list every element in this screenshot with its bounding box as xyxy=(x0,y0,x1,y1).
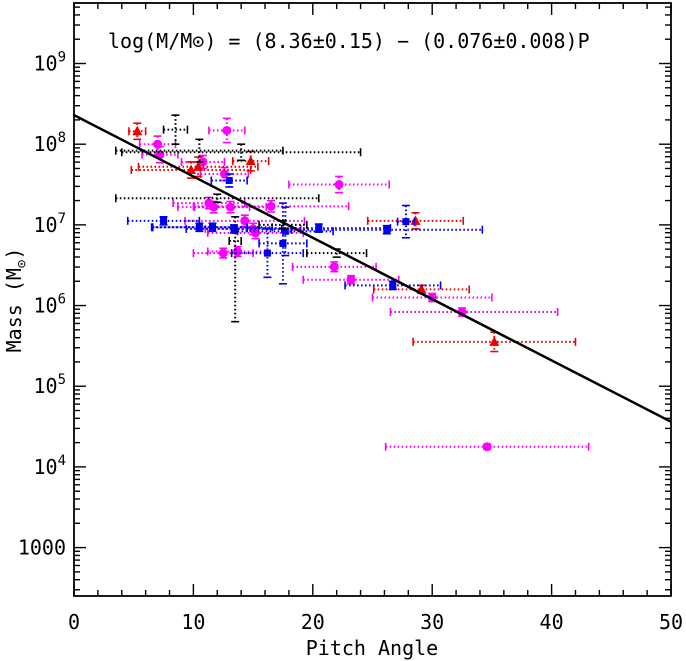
square-marker xyxy=(160,217,168,225)
data-point xyxy=(210,173,248,188)
square-marker xyxy=(225,176,233,184)
data-point xyxy=(288,175,391,194)
x-axis-label: Pitch Angle xyxy=(306,636,438,660)
circle-marker xyxy=(334,180,344,190)
x-tick-label: 40 xyxy=(540,610,564,634)
data-point xyxy=(230,228,305,279)
data-point xyxy=(258,202,308,285)
data-point xyxy=(384,442,590,452)
data-point xyxy=(120,143,362,162)
triangle-marker xyxy=(193,161,204,171)
square-marker xyxy=(263,249,271,257)
y-tick-label: 1000 xyxy=(18,536,66,560)
data-point xyxy=(302,274,400,285)
data-point xyxy=(126,216,201,226)
square-marker xyxy=(402,218,410,226)
y-tick-label: 106 xyxy=(33,292,66,318)
triangle-marker xyxy=(132,125,143,136)
data-point xyxy=(344,280,442,291)
square-marker xyxy=(209,223,217,231)
y-tick-label: 107 xyxy=(33,211,66,237)
circle-marker xyxy=(240,216,250,226)
x-tick-label: 10 xyxy=(181,610,205,634)
circle-marker xyxy=(266,201,276,211)
circle-marker xyxy=(233,246,243,256)
y-tick-label: 104 xyxy=(33,453,66,479)
data-point xyxy=(228,216,242,323)
square-marker xyxy=(279,239,287,247)
circle-marker xyxy=(482,442,492,452)
data-point xyxy=(192,199,350,213)
fit-line xyxy=(74,114,671,423)
data-point xyxy=(128,122,147,141)
data-point xyxy=(137,156,259,178)
x-tick-label: 20 xyxy=(301,610,325,634)
data-point xyxy=(162,114,189,145)
data-point xyxy=(371,292,493,303)
square-marker xyxy=(281,227,289,235)
circle-marker xyxy=(329,262,339,272)
data-point xyxy=(130,161,252,179)
y-tick-label: 105 xyxy=(33,372,66,398)
triangle-marker xyxy=(410,215,421,225)
triangle-marker xyxy=(245,155,256,166)
data-point xyxy=(114,193,320,204)
data-point xyxy=(150,222,248,233)
square-marker xyxy=(383,226,391,234)
circle-marker xyxy=(219,169,229,179)
x-tick-label: 50 xyxy=(659,610,683,634)
y-tick-label: 109 xyxy=(33,50,66,76)
triangle-marker xyxy=(186,164,197,175)
data-point xyxy=(396,204,416,239)
data-point xyxy=(208,117,246,144)
data-point xyxy=(366,211,465,230)
x-tick-label: 30 xyxy=(420,610,444,634)
fit-equation-annotation: log(M/M⊙) = (8.36±0.15) − (0.076±0.008)P xyxy=(108,29,590,53)
circle-marker xyxy=(222,125,232,135)
circle-marker xyxy=(218,248,228,258)
y-tick-label: 108 xyxy=(33,130,66,156)
data-point xyxy=(114,138,284,163)
x-tick-label: 0 xyxy=(68,610,80,634)
data-point xyxy=(412,331,577,353)
y-axis-label: Mass (M⊙) xyxy=(2,248,30,353)
data-point xyxy=(206,245,269,258)
square-marker xyxy=(315,224,323,232)
triangle-marker xyxy=(489,336,500,346)
square-marker xyxy=(389,281,397,289)
plot-frame xyxy=(73,2,672,597)
circle-marker xyxy=(346,275,356,285)
data-point xyxy=(389,307,559,317)
square-marker xyxy=(195,223,203,231)
square-marker xyxy=(230,225,238,233)
